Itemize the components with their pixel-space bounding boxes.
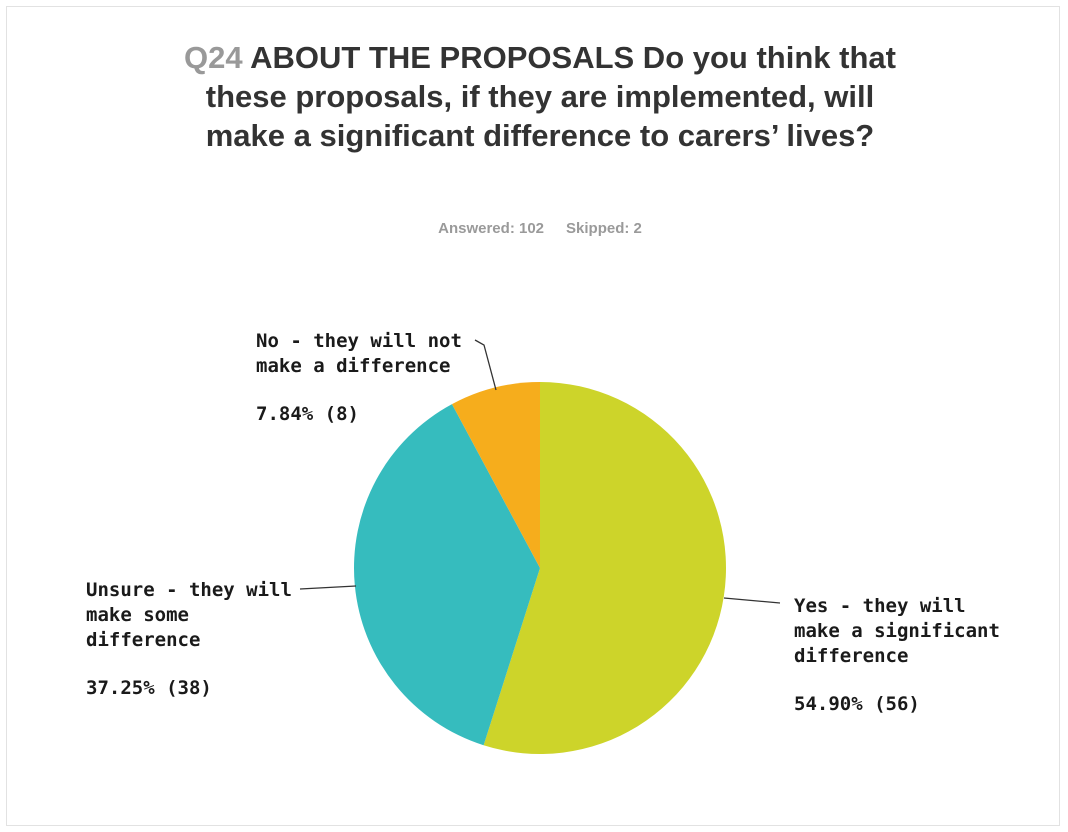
- slice-label-2: No - they will not make a difference: [256, 330, 462, 377]
- pie-leader-lines: [299, 339, 781, 604]
- question-text: ABOUT THE PROPOSALS Do you think that th…: [205, 40, 896, 153]
- pie-slices: [354, 382, 726, 755]
- pie-slice-1: [354, 404, 540, 746]
- slice-value-1: 37.25% (38): [86, 677, 212, 699]
- answered-count: Answered: 102: [438, 220, 545, 237]
- pie-slice-0: [483, 382, 726, 755]
- chart-title: Q24 ABOUT THE PROPOSALS Do you think tha…: [180, 38, 900, 155]
- leader-line-0: [723, 597, 781, 604]
- pie-slice-2: [452, 382, 540, 568]
- slice-label-1: Unsure - they will make some difference: [86, 579, 292, 651]
- question-number: Q24: [184, 40, 243, 75]
- skipped-count: Skipped: 2: [566, 220, 642, 237]
- slice-value-2: 7.84% (8): [256, 403, 359, 425]
- leader-line-2: [474, 339, 497, 391]
- slice-value-0: 54.90% (56): [794, 693, 920, 715]
- response-summary: Answered: 102 Skipped: 2: [0, 220, 1068, 237]
- slice-label-0: Yes - they will make a significant differe…: [794, 595, 1000, 667]
- pie-labels: Yes - they will make a significant differe…: [86, 330, 1000, 715]
- leader-line-1: [299, 585, 357, 590]
